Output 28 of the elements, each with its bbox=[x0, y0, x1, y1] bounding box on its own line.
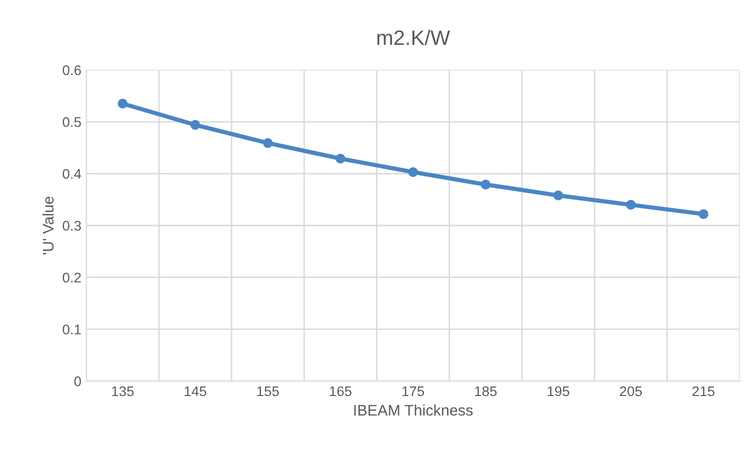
y-tick-label: 0 bbox=[74, 376, 81, 386]
point bbox=[698, 209, 708, 219]
chart-title: m2.K/W bbox=[377, 30, 450, 46]
x-tick-label: 145 bbox=[184, 386, 206, 396]
y-tick-label: 0.3 bbox=[62, 220, 81, 231]
point bbox=[336, 154, 346, 164]
y-tick-label: 0.5 bbox=[62, 117, 81, 127]
y-tick-label: 0.2 bbox=[62, 272, 81, 283]
point bbox=[118, 98, 128, 108]
x-tick-label: 215 bbox=[692, 386, 714, 396]
y-axis-title: 'U' Value bbox=[42, 196, 54, 254]
point bbox=[408, 167, 418, 177]
x-tick-label: 135 bbox=[112, 386, 134, 396]
x-axis-title: IBEAM Thickness bbox=[354, 404, 473, 416]
point bbox=[553, 190, 564, 200]
x-tick-label: 155 bbox=[257, 386, 279, 396]
x-tick-label: 195 bbox=[548, 386, 570, 396]
point bbox=[480, 180, 491, 190]
point bbox=[190, 120, 200, 130]
x-tick-label: 175 bbox=[402, 386, 424, 396]
point bbox=[626, 200, 636, 210]
y-tick-label: 0.6 bbox=[62, 65, 81, 76]
point bbox=[262, 138, 273, 148]
x-tick-label: 185 bbox=[475, 386, 497, 396]
y-tick-label: 0.1 bbox=[62, 324, 81, 334]
x-tick-label: 205 bbox=[620, 386, 642, 396]
y-tick-label: 0.4 bbox=[62, 168, 82, 179]
x-tick-label: 165 bbox=[330, 386, 352, 396]
